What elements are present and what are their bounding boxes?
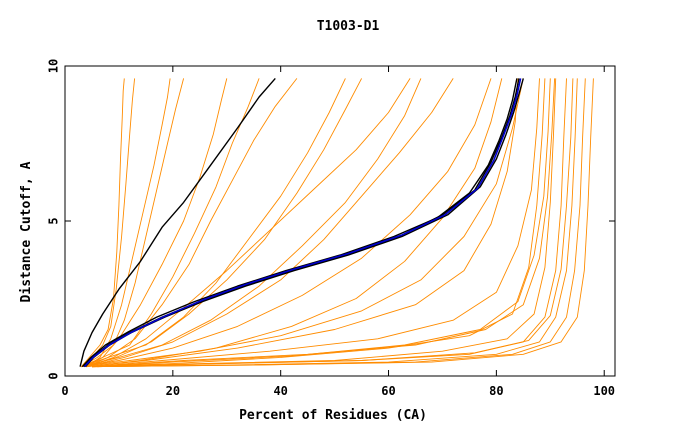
x-tick-label: 80 [489, 384, 503, 398]
series-layer [80, 78, 594, 368]
model-curve-12 [91, 78, 578, 368]
model-curve-10 [91, 78, 557, 368]
model-curve-21 [86, 78, 454, 368]
model-curve-1 [80, 78, 125, 367]
y-axis-ticks: 0 5 10 [47, 59, 615, 380]
y-axis-title: Distance Cutoff, A [19, 161, 34, 302]
y-tick-label: 5 [47, 217, 61, 224]
y-tick-label: 10 [47, 59, 61, 73]
y-tick-label: 0 [47, 372, 61, 379]
model-curve-17 [86, 78, 519, 368]
model-curve-14 [91, 78, 594, 368]
model-curve-2 [80, 78, 136, 368]
highlight-model-curve-1 [79, 77, 276, 367]
x-axis-title: Percent of Residues (CA) [239, 408, 427, 423]
model-curve-3 [80, 78, 185, 368]
model-curve-7 [81, 78, 492, 368]
x-tick-label: 40 [273, 384, 287, 398]
model-curve-6 [81, 78, 422, 368]
x-tick-label: 100 [593, 384, 615, 398]
x-axis-ticks: 0 20 40 60 80 100 [61, 66, 615, 398]
model-curve-15 [91, 78, 556, 368]
model-curve-24 [97, 78, 551, 368]
model-curve-8 [81, 78, 524, 368]
reference-series-layer [83, 78, 522, 368]
x-tick-label: 20 [166, 384, 180, 398]
chart-title: T1003-D1 [317, 19, 380, 34]
model-curve-20 [86, 78, 298, 368]
highlight-series-layer [79, 77, 524, 368]
model-curve-19 [86, 78, 228, 368]
model-curve-22 [86, 78, 503, 368]
x-tick-label: 0 [61, 384, 68, 398]
model-curve-5 [81, 78, 346, 368]
model-curve-16 [91, 78, 540, 368]
reference-model-curve [83, 78, 522, 368]
x-tick-label: 60 [381, 384, 395, 398]
model-curve-9 [91, 78, 546, 368]
model-curve-4 [81, 78, 260, 368]
model-curve-26 [86, 78, 362, 368]
model-curve-18 [86, 78, 411, 368]
model-curve-23 [97, 78, 574, 368]
